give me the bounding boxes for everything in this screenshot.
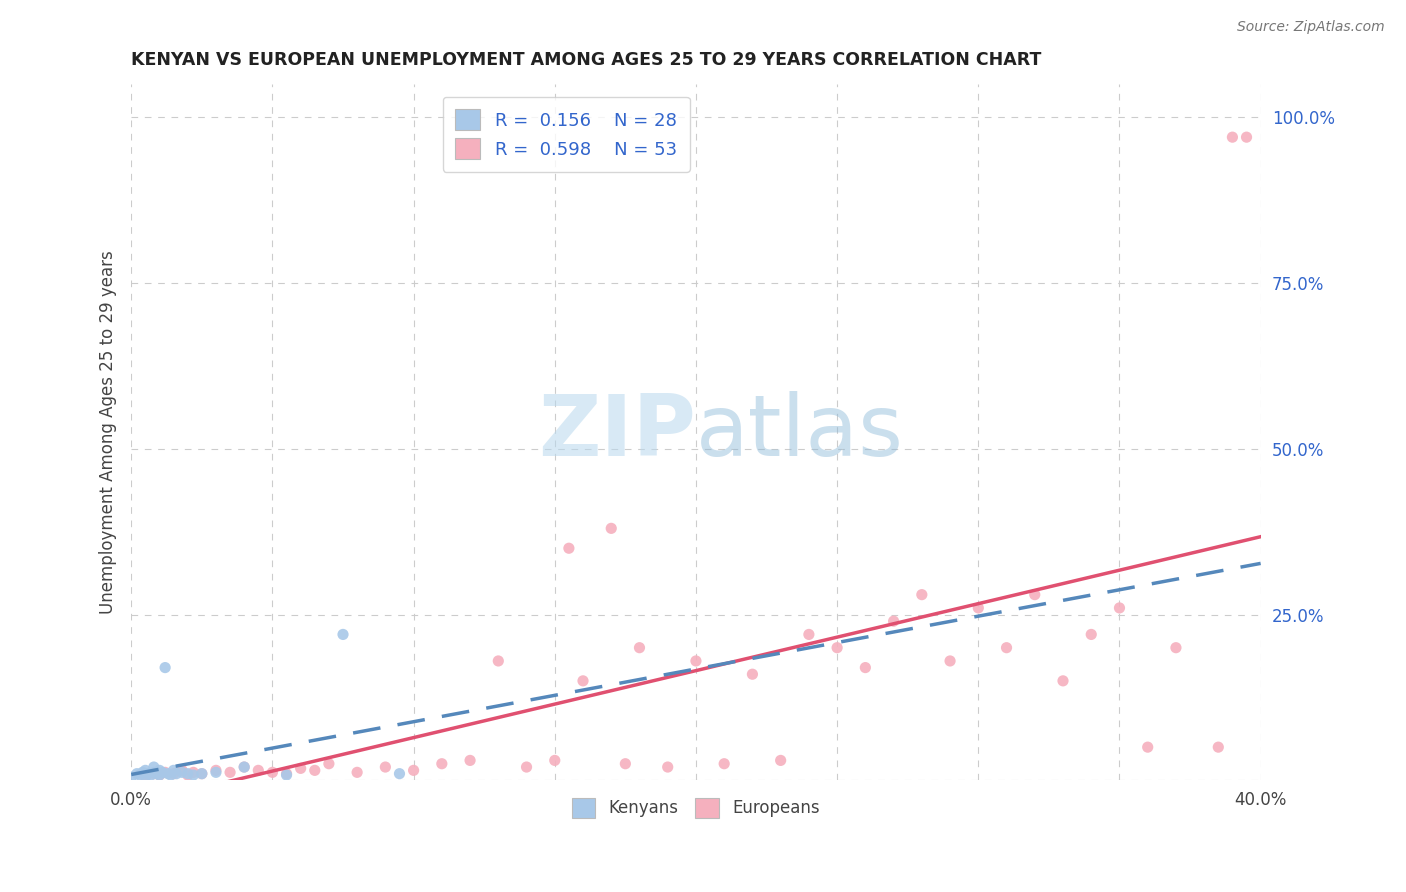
Point bbox=[183, 765, 205, 780]
Point bbox=[318, 756, 340, 771]
Point bbox=[162, 764, 184, 778]
Point bbox=[430, 756, 453, 771]
Text: ZIP: ZIP bbox=[538, 391, 696, 474]
Point bbox=[402, 764, 425, 778]
Point bbox=[142, 766, 165, 780]
Point bbox=[148, 768, 170, 782]
Point bbox=[276, 768, 298, 782]
Point bbox=[262, 765, 284, 780]
Point bbox=[170, 764, 193, 778]
Point bbox=[134, 769, 156, 783]
Point bbox=[139, 768, 162, 782]
Point bbox=[332, 627, 354, 641]
Point bbox=[153, 765, 176, 780]
Point bbox=[544, 753, 567, 767]
Text: atlas: atlas bbox=[696, 391, 904, 474]
Point bbox=[572, 673, 595, 688]
Point bbox=[290, 761, 312, 775]
Point bbox=[853, 660, 876, 674]
Point bbox=[153, 660, 176, 674]
Point bbox=[134, 770, 156, 784]
Legend: Kenyans, Europeans: Kenyans, Europeans bbox=[565, 791, 827, 824]
Point bbox=[911, 588, 934, 602]
Point bbox=[125, 766, 148, 780]
Point bbox=[233, 760, 256, 774]
Point bbox=[150, 765, 173, 780]
Point bbox=[304, 764, 326, 778]
Point bbox=[486, 654, 509, 668]
Point bbox=[177, 768, 200, 782]
Point bbox=[628, 640, 651, 655]
Point bbox=[741, 667, 763, 681]
Point bbox=[191, 766, 214, 780]
Text: Source: ZipAtlas.com: Source: ZipAtlas.com bbox=[1237, 20, 1385, 34]
Point bbox=[142, 765, 165, 780]
Point bbox=[1080, 627, 1102, 641]
Point bbox=[713, 756, 735, 771]
Point bbox=[769, 753, 792, 767]
Point bbox=[128, 768, 150, 782]
Point bbox=[276, 766, 298, 780]
Point bbox=[177, 766, 200, 780]
Point bbox=[1024, 588, 1046, 602]
Point bbox=[159, 768, 181, 782]
Point bbox=[170, 765, 193, 780]
Point bbox=[685, 654, 707, 668]
Point bbox=[120, 770, 142, 784]
Point bbox=[165, 766, 187, 780]
Point bbox=[1136, 740, 1159, 755]
Point bbox=[247, 764, 270, 778]
Point bbox=[558, 541, 581, 556]
Point bbox=[388, 766, 411, 780]
Point bbox=[1222, 130, 1244, 145]
Point bbox=[1236, 130, 1258, 145]
Point bbox=[1164, 640, 1187, 655]
Point bbox=[131, 765, 153, 780]
Point bbox=[191, 766, 214, 780]
Point bbox=[797, 627, 820, 641]
Y-axis label: Unemployment Among Ages 25 to 29 years: Unemployment Among Ages 25 to 29 years bbox=[100, 251, 117, 614]
Point bbox=[967, 601, 990, 615]
Point bbox=[148, 768, 170, 782]
Point bbox=[162, 766, 184, 780]
Point bbox=[995, 640, 1018, 655]
Point bbox=[883, 614, 905, 628]
Point bbox=[1108, 601, 1130, 615]
Point bbox=[600, 521, 623, 535]
Text: KENYAN VS EUROPEAN UNEMPLOYMENT AMONG AGES 25 TO 29 YEARS CORRELATION CHART: KENYAN VS EUROPEAN UNEMPLOYMENT AMONG AG… bbox=[131, 51, 1042, 69]
Point bbox=[614, 756, 637, 771]
Point bbox=[939, 654, 962, 668]
Point bbox=[136, 766, 159, 780]
Point bbox=[825, 640, 848, 655]
Point bbox=[374, 760, 396, 774]
Point bbox=[142, 760, 165, 774]
Point bbox=[233, 760, 256, 774]
Point bbox=[1206, 740, 1229, 755]
Point bbox=[205, 765, 228, 780]
Point bbox=[657, 760, 679, 774]
Point bbox=[346, 765, 368, 780]
Point bbox=[1052, 673, 1074, 688]
Point bbox=[219, 765, 242, 780]
Point bbox=[134, 764, 156, 778]
Point bbox=[458, 753, 481, 767]
Point bbox=[156, 766, 179, 780]
Point bbox=[515, 760, 537, 774]
Point bbox=[148, 764, 170, 778]
Point bbox=[145, 766, 167, 780]
Point bbox=[205, 764, 228, 778]
Point bbox=[183, 768, 205, 782]
